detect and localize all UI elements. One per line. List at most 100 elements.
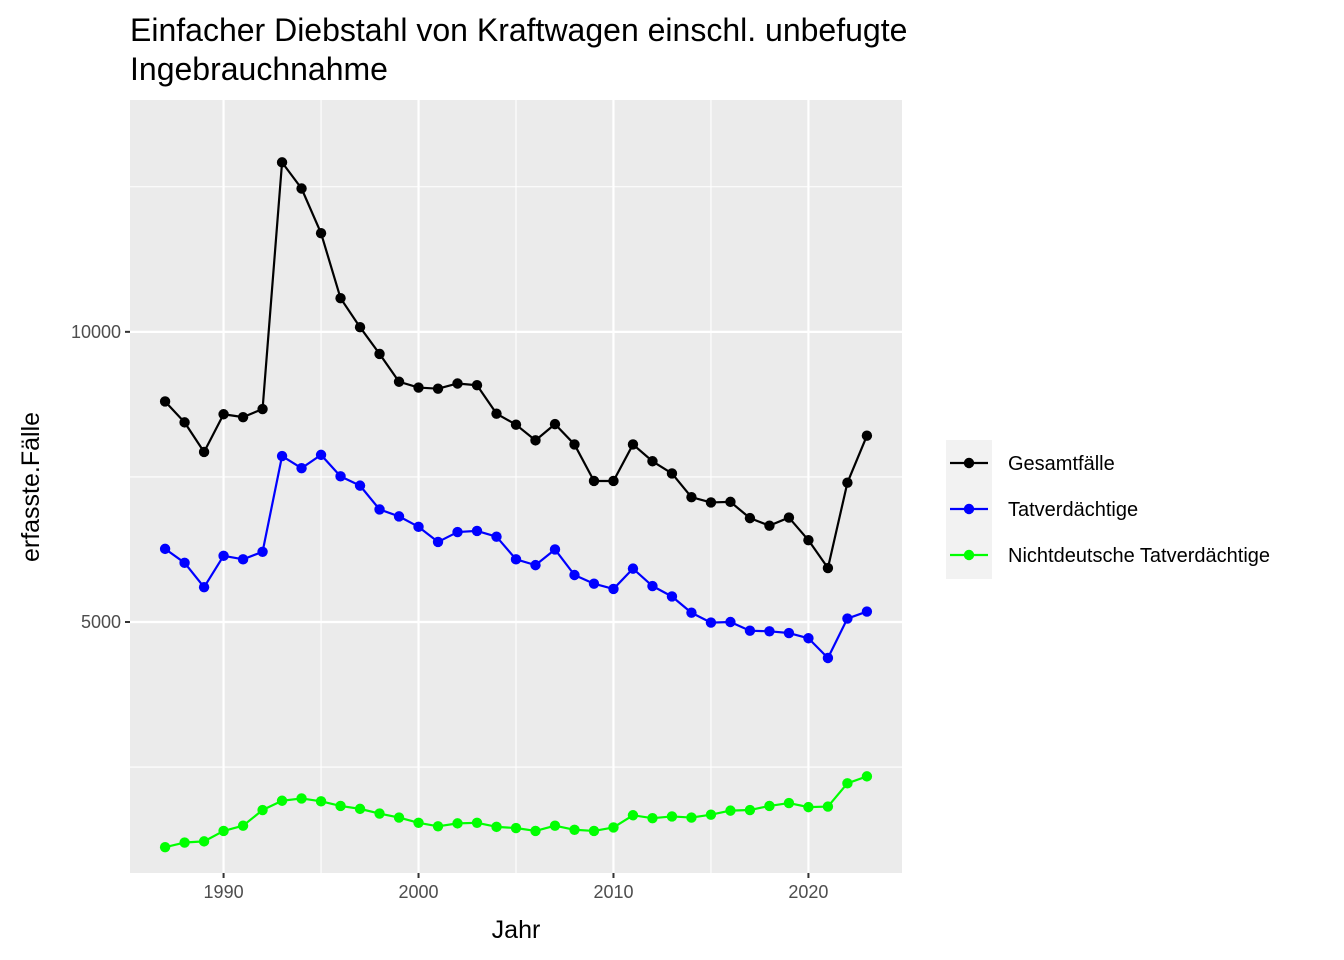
series-2-point-36 [861,771,873,782]
series-0-point-3 [218,409,229,420]
series-0-point-36 [861,430,873,441]
legend-label-0: Gesamtfälle [1008,453,1115,475]
legend-key-point-1 [963,503,975,515]
series-0-point-19 [530,435,541,446]
series-0-point-2 [198,446,210,458]
series-0-point-30 [744,512,756,524]
series-0-point-22 [588,475,600,487]
series-1-point-33 [803,633,814,644]
series-1-point-0 [159,543,171,555]
series-1-point-6 [276,450,288,462]
series-2-point-27 [686,812,697,823]
series-1-point-11 [374,504,385,515]
series-0-point-31 [764,520,775,531]
series-2-point-4 [237,820,249,831]
series-2-point-29 [725,805,736,816]
series-1-point-18 [510,554,522,565]
series-1-point-8 [315,449,327,461]
series-0-point-23 [608,475,619,487]
series-1-point-10 [354,480,366,491]
x-tick-label-3: 2020 [788,882,828,902]
series-0-point-24 [627,439,639,450]
series-0-point-27 [686,492,697,503]
series-1-point-29 [725,616,736,628]
series-0-point-12 [393,376,405,387]
series-1-point-35 [842,613,853,624]
series-0-point-16 [471,380,483,391]
series-2-point-30 [744,804,756,816]
legend-key-point-0 [963,457,975,469]
series-0-point-4 [237,411,249,423]
series-2-point-5 [257,804,268,816]
series-2-point-32 [783,797,795,809]
legend: Gesamtfälle Tatverdächtige Nichtdeutsche T… [946,440,1270,579]
series-1-point-13 [413,521,424,533]
series-2-point-7 [296,793,307,804]
series-2-point-11 [374,808,385,819]
series-2-point-10 [354,803,366,815]
x-axis-title: Jahr [492,916,541,944]
series-0-point-13 [413,382,424,393]
series-2-point-20 [549,820,561,831]
series-0-point-0 [159,396,171,407]
chart-title-line-1: Einfacher Diebstahl von Kraftwagen einsc… [130,12,907,48]
series-1-point-1 [179,557,190,569]
series-0-point-18 [510,419,522,430]
series-2-point-15 [452,818,463,829]
y-tick-label-1: 10000 [71,322,121,342]
series-0-point-8 [315,227,327,239]
series-1-point-26 [666,591,678,602]
y-tick-label-0: 5000 [81,612,121,632]
series-0-point-34 [822,562,834,574]
series-2-point-31 [764,800,775,812]
series-1-point-4 [237,554,249,565]
series-2-point-6 [276,795,288,806]
series-2-point-13 [413,817,424,829]
series-2-point-17 [491,821,502,833]
series-2-point-0 [159,841,171,853]
series-0-point-32 [783,512,795,523]
series-2-point-21 [569,824,580,835]
series-1-point-21 [569,569,580,581]
series-2-point-28 [705,809,717,820]
series-1-point-25 [647,580,658,592]
x-tick-label-1: 2000 [399,882,439,902]
series-1-point-20 [549,544,561,555]
series-0-point-6 [276,157,288,168]
series-2-point-25 [647,812,658,824]
series-0-point-14 [432,383,444,394]
series-0-point-28 [705,497,717,508]
series-1-point-27 [686,607,697,618]
series-2-point-34 [822,801,834,812]
series-1-point-24 [627,563,639,574]
series-0-point-25 [647,456,658,467]
series-1-point-19 [530,559,541,571]
series-2-point-24 [627,810,639,821]
series-1-point-2 [198,581,210,593]
series-1-point-3 [218,550,229,562]
series-0-point-20 [549,418,561,430]
series-2-point-9 [335,800,346,812]
legend-key-point-2 [963,549,975,561]
series-0-point-26 [666,468,678,479]
legend-label-1: Tatverdächtige [1008,499,1138,521]
series-1-point-9 [335,471,346,482]
series-1-point-30 [744,625,756,636]
series-0-point-15 [452,378,463,389]
series-1-point-7 [296,463,307,474]
series-0-point-35 [842,477,853,488]
series-1-point-5 [257,546,268,557]
grid-major [130,100,902,873]
series-2-point-26 [666,811,678,822]
series-0-point-29 [725,496,736,508]
series-2-point-19 [530,825,541,837]
series-1-point-22 [588,578,600,589]
series-2-point-3 [218,825,229,837]
series-1-point-14 [432,536,444,548]
series-0-point-10 [354,321,366,333]
series-1-point-28 [705,617,717,628]
series-2-point-16 [471,817,483,829]
x-tick-label-0: 1990 [204,882,244,902]
series-2-point-1 [179,837,190,848]
